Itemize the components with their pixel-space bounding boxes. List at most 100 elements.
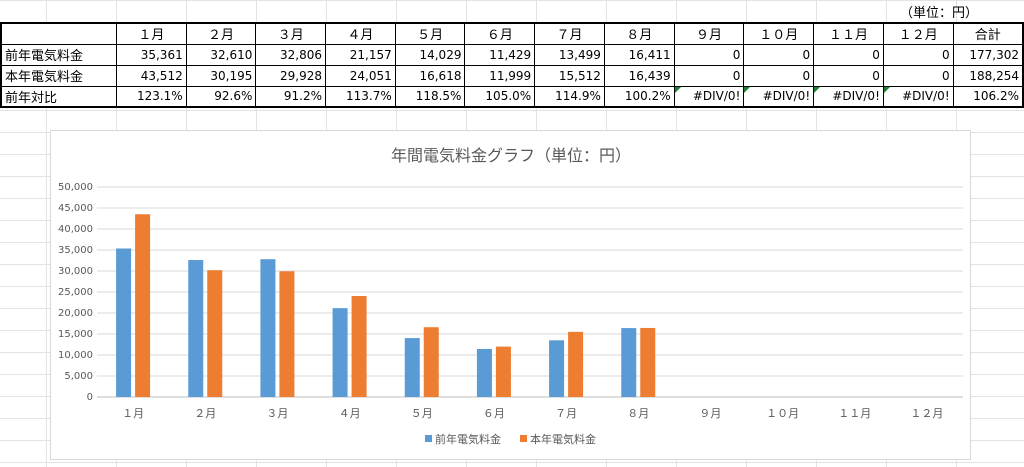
table-cell[interactable]: 113.7% (325, 85, 396, 108)
month-header[interactable]: ９月 (673, 22, 745, 45)
chart-title: 年間電気料金グラフ（単位：円） (391, 146, 631, 165)
month-header[interactable]: １０月 (743, 22, 815, 45)
bars (116, 214, 656, 397)
table-cell[interactable]: #DIV/0! (882, 85, 954, 108)
bar-current-year[interactable] (207, 270, 223, 397)
bar-previous-year[interactable] (549, 340, 565, 397)
month-header[interactable]: ８月 (603, 22, 675, 45)
bar-previous-year[interactable] (332, 308, 348, 397)
table-row: 前年対比 123.1% 92.6% 91.2% 113.7% 118.5% 105.0% 11… (0, 85, 1024, 108)
table-cell[interactable]: 0 (882, 64, 954, 87)
bar-previous-year[interactable] (260, 259, 276, 397)
header-row: １月 ２月 ３月 ４月 ５月 ６月 ７月 ８月 ９月 １０月 １１月 １２月 合計 (0, 22, 1024, 45)
table-cell[interactable]: 11,999 (464, 64, 536, 87)
table-cell[interactable]: 0 (743, 64, 815, 87)
legend-swatch (520, 435, 527, 442)
table-cell[interactable]: 114.9% (534, 85, 605, 108)
legend[interactable]: 前年電気料金 本年電気料金 (425, 432, 596, 446)
x-category-label: ９月 (699, 407, 721, 420)
x-category-label: ６月 (483, 407, 505, 420)
table-cell[interactable]: 16,439 (603, 64, 675, 87)
table-cell[interactable]: 29,928 (255, 64, 327, 87)
y-tick-label: 30,000 (58, 266, 93, 277)
bar-previous-year[interactable] (621, 328, 637, 397)
table-cell[interactable]: 177,302 (952, 43, 1024, 66)
table-cell[interactable]: #DIV/0! (673, 85, 745, 108)
row-label[interactable]: 前年電気料金 (0, 43, 117, 66)
table-cell[interactable]: 16,618 (394, 64, 466, 87)
annual-electricity-chart[interactable]: 年間電気料金グラフ（単位：円） 0 5,000 10,000 15,000 20,000… (50, 130, 971, 460)
bar-current-year[interactable] (640, 327, 656, 397)
table-cell[interactable]: 105.0% (464, 85, 536, 108)
row-label[interactable]: 本年電気料金 (0, 64, 117, 87)
legend-label[interactable]: 本年電気料金 (530, 432, 596, 446)
table-cell[interactable]: 16,411 (603, 43, 675, 66)
table-cell[interactable]: 118.5% (394, 85, 466, 108)
month-header[interactable]: ４月 (325, 22, 396, 45)
y-tick-label: 15,000 (58, 329, 93, 340)
table-cell[interactable]: 0 (673, 64, 745, 87)
table-cell[interactable]: 11,429 (464, 43, 536, 66)
month-header[interactable]: ７月 (534, 22, 605, 45)
month-header[interactable]: ５月 (394, 22, 466, 45)
x-axis-categories: １月 ２月 ３月 ４月 ５月 ６月 ７月 ８月 ９月 １０月 １１月 １２月 (122, 407, 943, 420)
table-cell[interactable]: 21,157 (325, 43, 396, 66)
table-cell[interactable]: 32,610 (185, 43, 257, 66)
table-cell[interactable]: 106.2% (952, 85, 1024, 108)
table-cell[interactable]: #DIV/0! (813, 85, 884, 108)
table-cell[interactable]: 188,254 (952, 64, 1024, 87)
bar-previous-year[interactable] (188, 260, 204, 397)
electricity-table: １月 ２月 ３月 ４月 ５月 ６月 ７月 ８月 ９月 １０月 １１月 １２月 合計 前年電気料金 35,36… (0, 22, 1024, 108)
month-header[interactable]: 合計 (952, 22, 1024, 45)
table-cell[interactable]: 0 (743, 43, 815, 66)
table-cell[interactable]: 0 (882, 43, 954, 66)
table-cell[interactable]: 92.6% (185, 85, 257, 108)
y-tick-label: 45,000 (58, 203, 93, 214)
table-cell[interactable]: #DIV/0! (743, 85, 815, 108)
table-cell[interactable]: 0 (673, 43, 745, 66)
table-row: 前年電気料金 35,361 32,610 32,806 21,157 14,029 11,4… (0, 43, 1024, 66)
y-tick-label: 25,000 (58, 287, 93, 298)
y-axis-ticks: 0 5,000 10,000 15,000 20,000 25,000 30,000 35,0… (58, 182, 93, 403)
x-category-label: ７月 (555, 407, 577, 420)
bar-previous-year[interactable] (116, 248, 132, 397)
bar-current-year[interactable] (495, 346, 511, 397)
month-header[interactable]: ２月 (185, 22, 257, 45)
bar-current-year[interactable] (568, 331, 584, 397)
table-cell[interactable]: 32,806 (255, 43, 327, 66)
bar-current-year[interactable] (279, 271, 295, 397)
table-cell[interactable]: 0 (813, 43, 884, 66)
table-cell[interactable]: 13,499 (534, 43, 605, 66)
table-cell[interactable]: 123.1% (116, 85, 187, 108)
month-header[interactable]: ３月 (255, 22, 327, 45)
table-cell[interactable]: 14,029 (394, 43, 466, 66)
month-header[interactable]: １月 (116, 22, 187, 45)
unit-note: （単位：円） (900, 6, 979, 21)
table-cell[interactable]: 35,361 (116, 43, 187, 66)
table-row: 本年電気料金 43,512 30,195 29,928 24,051 16,618 11,9… (0, 64, 1024, 87)
bar-current-year[interactable] (351, 295, 367, 397)
corner-cell[interactable] (0, 22, 117, 45)
table-cell[interactable]: 100.2% (603, 85, 675, 108)
bar-current-year[interactable] (135, 214, 151, 397)
x-category-label: １月 (122, 407, 144, 420)
y-tick-label: 0 (87, 392, 93, 403)
y-tick-label: 40,000 (58, 224, 93, 235)
month-header[interactable]: １１月 (813, 22, 884, 45)
month-header[interactable]: １２月 (882, 22, 954, 45)
month-header[interactable]: ６月 (464, 22, 536, 45)
row-label[interactable]: 前年対比 (0, 85, 117, 108)
table-cell[interactable]: 91.2% (255, 85, 327, 108)
table-cell[interactable]: 24,051 (325, 64, 396, 87)
chart-canvas: 年間電気料金グラフ（単位：円） 0 5,000 10,000 15,000 20,000… (58, 146, 963, 446)
table-cell[interactable]: 43,512 (116, 64, 187, 87)
bar-current-year[interactable] (423, 327, 439, 397)
table-cell[interactable]: 15,512 (534, 64, 605, 87)
y-tick-label: 10,000 (58, 350, 93, 361)
table-cell[interactable]: 0 (813, 64, 884, 87)
table-cell[interactable]: 30,195 (185, 64, 257, 87)
bar-previous-year[interactable] (404, 338, 420, 397)
bar-previous-year[interactable] (476, 348, 492, 397)
y-tick-label: 35,000 (58, 245, 93, 256)
legend-label[interactable]: 前年電気料金 (435, 432, 501, 446)
